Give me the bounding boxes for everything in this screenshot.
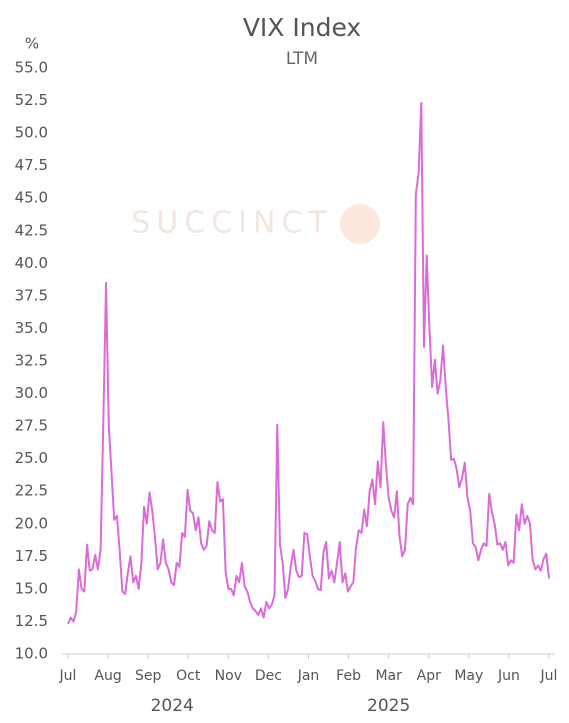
y-tick-label: 17.5 [15,547,48,565]
x-tick-label: Nov [215,668,242,684]
y-tick-label: 27.5 [15,417,48,435]
y-tick-label: 50.0 [15,124,48,142]
y-tick-label: 47.5 [15,156,48,174]
x-tick-label: Apr [417,668,441,684]
y-tick-label: 52.5 [15,91,48,109]
y-tick-label: 35.0 [15,319,48,337]
y-tick-label: 22.5 [15,482,48,500]
y-tick-label: 40.0 [15,254,48,272]
y-tick-label: 15.0 [15,579,48,597]
y-tick-label: 12.5 [15,612,48,630]
x-tick-label: Jul [59,668,77,684]
y-tick-label: 42.5 [15,221,48,239]
x-tick-label: Oct [176,668,201,684]
y-unit: % [25,35,39,53]
x-tick-label: Aug [94,668,121,684]
y-tick-label: 45.0 [15,189,48,207]
y-tick-label: 25.0 [15,449,48,467]
x-tick-label: Jan [297,668,320,684]
y-tick-label: 37.5 [15,286,48,304]
x-tick-label: May [454,668,483,684]
x-tick-label: Sep [135,668,162,684]
y-tick-label: 30.0 [15,384,48,402]
x-tick-label: Feb [336,668,361,684]
y-tick-label: 10.0 [15,645,48,663]
x-tick-label: Dec [255,668,282,684]
chart-title: VIX Index [243,13,361,42]
year-label: 2025 [367,696,410,716]
chart-subtitle: LTM [286,49,318,69]
x-tick-label: Mar [375,668,402,684]
y-tick-label: 55.0 [15,59,48,77]
line [67,102,550,625]
watermark-logo [340,204,380,244]
y-tick-label: 20.0 [15,514,48,532]
y-tick-label: 32.5 [15,352,48,370]
year-label: 2024 [151,696,194,716]
x-tick-label: Jul [540,668,558,684]
watermark: SUCCINCT [131,206,332,241]
x-tick-label: Jun [497,668,520,684]
